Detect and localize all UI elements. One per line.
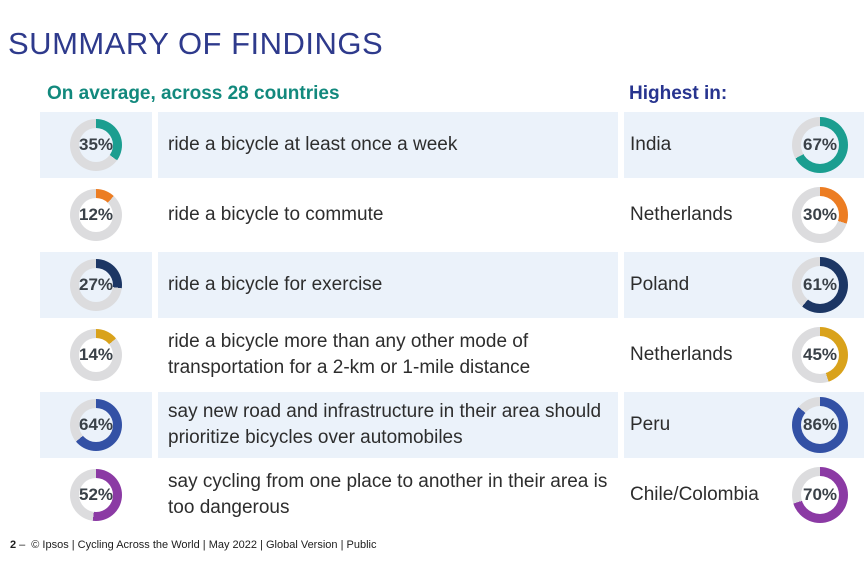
donut-hole: [801, 266, 839, 304]
table-row: 52% say cycling from one place to anothe…: [40, 462, 864, 528]
highest-donut-chart: 61%: [792, 257, 848, 313]
average-donut-cell: 14%: [40, 322, 152, 388]
country-label: India: [630, 134, 672, 155]
average-percent-label: 14%: [78, 345, 114, 364]
statement-text: say cycling from one place to another in…: [158, 462, 618, 528]
highest-cell: Poland 61%: [624, 252, 864, 318]
highest-donut-chart: 30%: [792, 187, 848, 243]
donut-hole: [79, 268, 113, 302]
average-percent-label: 35%: [78, 135, 114, 154]
donut-hole: [801, 336, 839, 374]
table-row: 64% say new road and infrastructure in t…: [40, 392, 864, 458]
average-percent-label: 64%: [78, 415, 114, 434]
statement-text: say new road and infrastructure in their…: [158, 392, 618, 458]
slide-footer: 2– © Ipsos | Cycling Across the World | M…: [10, 539, 376, 551]
average-donut-chart: 64%: [70, 399, 122, 451]
page-title: SUMMARY OF FINDINGS: [8, 26, 384, 61]
country-label: Netherlands: [630, 344, 733, 365]
table-row: 14% ride a bicycle more than any other m…: [40, 322, 864, 388]
highest-percent-label: 67%: [802, 135, 838, 154]
average-percent-label: 27%: [78, 275, 114, 294]
donut-hole: [801, 196, 839, 234]
table-row: 27% ride a bicycle for exercise Poland 6…: [40, 252, 864, 318]
highest-percent-label: 70%: [802, 485, 838, 504]
footer-separator: –: [19, 539, 26, 551]
average-donut-cell: 64%: [40, 392, 152, 458]
highest-column-header: Highest in:: [629, 83, 728, 104]
findings-table: On average, across 28 countries Highest …: [40, 83, 864, 528]
highest-cell: Netherlands 45%: [624, 322, 864, 388]
table-row: 12% ride a bicycle to commute Netherland…: [40, 182, 864, 248]
average-donut-chart: 52%: [70, 469, 122, 521]
highest-cell: Netherlands 30%: [624, 182, 864, 248]
average-column-header: On average, across 28 countries: [47, 83, 340, 104]
statement-text: ride a bicycle more than any other mode …: [158, 322, 618, 388]
donut-hole: [801, 406, 839, 444]
highest-percent-label: 61%: [802, 275, 838, 294]
country-label: Poland: [630, 274, 690, 295]
statement-text: ride a bicycle to commute: [158, 182, 618, 248]
donut-hole: [79, 478, 113, 512]
donut-hole: [79, 338, 113, 372]
statement-text: ride a bicycle at least once a week: [158, 112, 618, 178]
highest-percent-label: 45%: [802, 345, 838, 364]
highest-cell: Peru 86%: [624, 392, 864, 458]
average-donut-chart: 35%: [70, 119, 122, 171]
average-donut-cell: 27%: [40, 252, 152, 318]
donut-hole: [801, 126, 839, 164]
average-donut-cell: 52%: [40, 462, 152, 528]
highest-donut-chart: 86%: [792, 397, 848, 453]
average-donut-chart: 27%: [70, 259, 122, 311]
average-percent-label: 12%: [78, 205, 114, 224]
highest-cell: India 67%: [624, 112, 864, 178]
country-label: Netherlands: [630, 204, 733, 225]
donut-hole: [79, 408, 113, 442]
highest-donut-chart: 70%: [792, 467, 848, 523]
highest-percent-label: 30%: [802, 205, 838, 224]
country-label: Chile/Colombia: [630, 484, 759, 505]
table-row: 35% ride a bicycle at least once a week …: [40, 112, 864, 178]
donut-hole: [79, 128, 113, 162]
statement-text: ride a bicycle for exercise: [158, 252, 618, 318]
highest-percent-label: 86%: [802, 415, 838, 434]
highest-cell: Chile/Colombia 70%: [624, 462, 864, 528]
table-header-row: On average, across 28 countries Highest …: [40, 83, 864, 105]
average-donut-cell: 35%: [40, 112, 152, 178]
highest-donut-chart: 45%: [792, 327, 848, 383]
average-donut-chart: 12%: [70, 189, 122, 241]
footer-text: © Ipsos | Cycling Across the World | May…: [31, 539, 377, 551]
average-donut-cell: 12%: [40, 182, 152, 248]
findings-rows: 35% ride a bicycle at least once a week …: [40, 112, 864, 528]
average-percent-label: 52%: [78, 485, 114, 504]
highest-donut-chart: 67%: [792, 117, 848, 173]
average-donut-chart: 14%: [70, 329, 122, 381]
country-label: Peru: [630, 414, 671, 435]
page-number: 2: [10, 539, 17, 551]
donut-hole: [801, 476, 839, 514]
donut-hole: [79, 198, 113, 232]
